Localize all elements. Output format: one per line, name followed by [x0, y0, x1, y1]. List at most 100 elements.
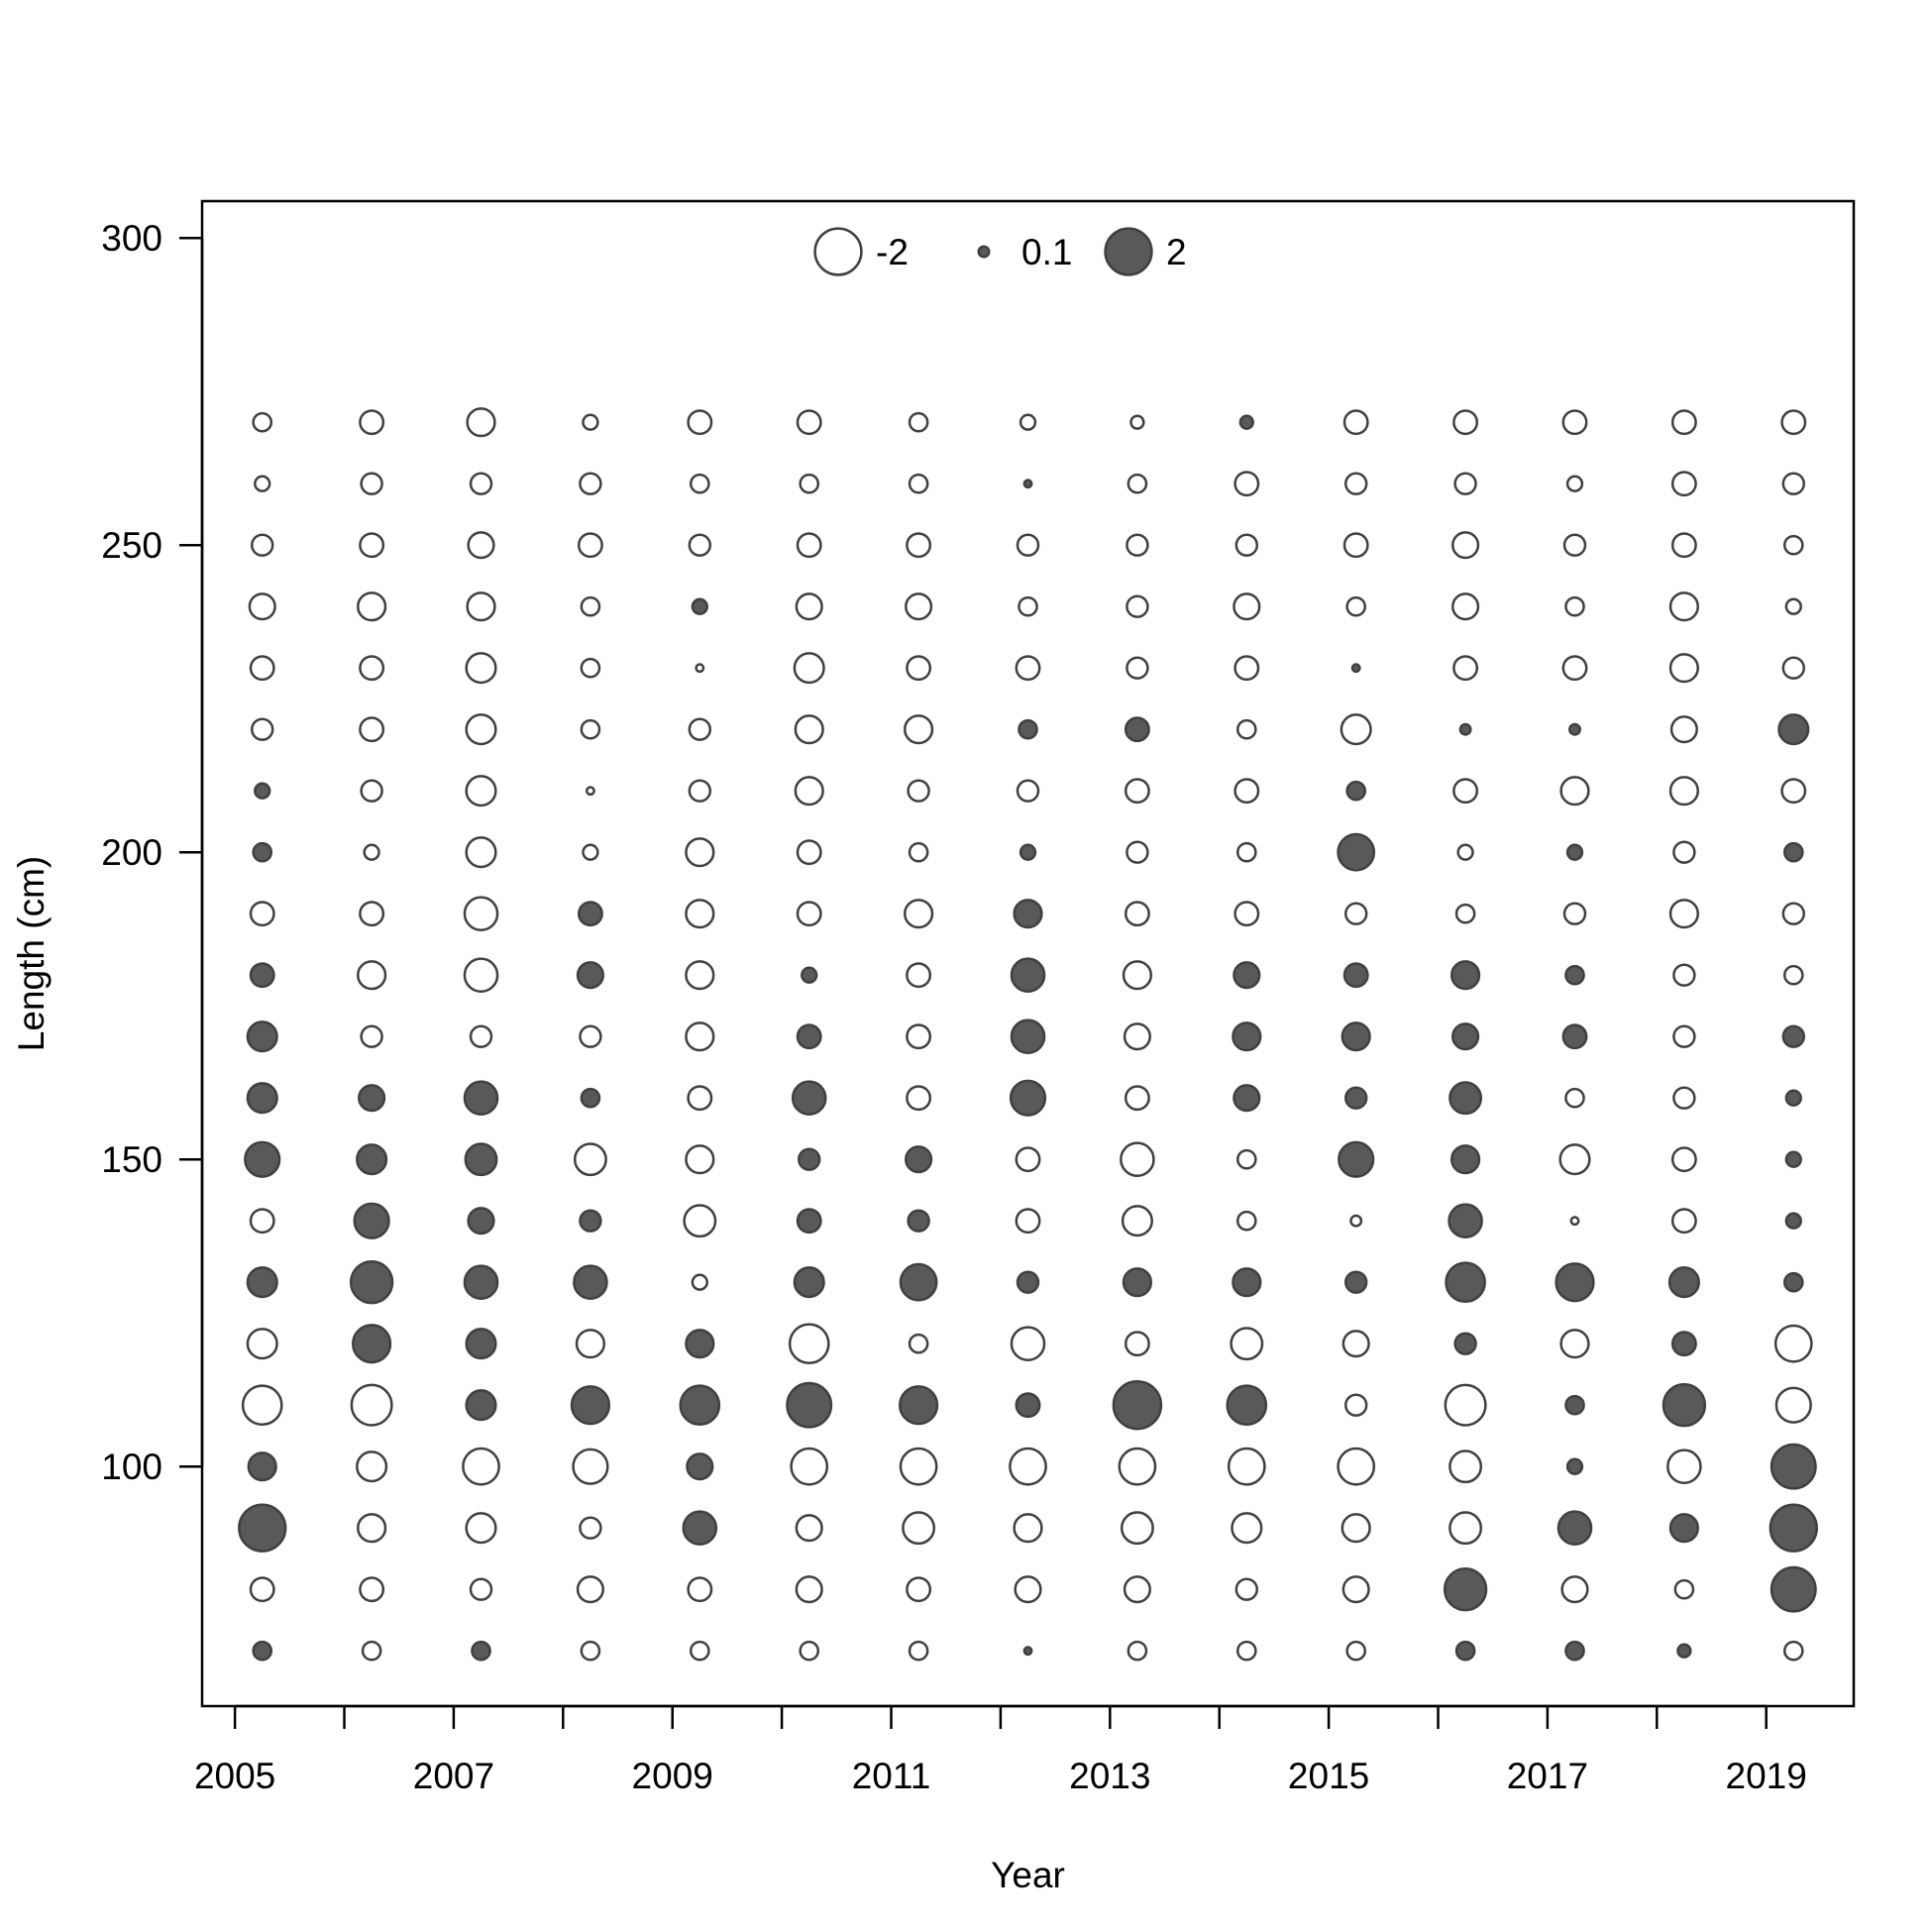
legend: -2 0.1 2 — [813, 227, 1187, 276]
bubble — [249, 655, 275, 682]
bubble — [1126, 533, 1149, 557]
bubble — [906, 1085, 932, 1112]
bubble — [579, 1024, 602, 1048]
x-tick-label: 2009 — [632, 1756, 713, 1796]
bubble — [1556, 1510, 1593, 1547]
bubble — [685, 1144, 715, 1175]
bubble — [1009, 1079, 1047, 1117]
bubble — [249, 1576, 275, 1603]
bubble — [1226, 1384, 1268, 1427]
legend-item: 2 — [1104, 227, 1187, 276]
bubble — [1342, 962, 1369, 989]
bubble — [796, 1023, 822, 1050]
bubble — [1337, 832, 1376, 872]
bubble — [577, 901, 603, 927]
bubble — [1770, 1565, 1817, 1613]
bubble — [246, 1082, 278, 1115]
bubble — [351, 1324, 392, 1364]
bubble — [1343, 1393, 1368, 1417]
bubble — [1670, 1331, 1697, 1357]
bubble — [687, 1576, 713, 1603]
bubble — [1564, 1087, 1585, 1109]
bubble — [573, 1142, 607, 1177]
bubble — [359, 532, 385, 559]
bubble — [469, 472, 493, 495]
bubble — [1781, 902, 1806, 925]
bubble — [795, 1575, 823, 1604]
bubble — [796, 1208, 822, 1234]
bubble — [1019, 843, 1037, 861]
bubble — [247, 1451, 277, 1482]
bubble — [463, 1264, 499, 1301]
bubble — [1124, 1085, 1150, 1112]
bubble — [1343, 1086, 1368, 1110]
bubble — [907, 1209, 930, 1233]
legend-label: 0.1 — [1021, 232, 1072, 272]
bubble — [359, 901, 385, 927]
bubble — [1234, 778, 1260, 805]
bubble — [679, 1384, 721, 1427]
bubble — [906, 1576, 932, 1603]
bubble — [1234, 1577, 1259, 1601]
bubble — [1662, 1383, 1707, 1428]
bubble — [1453, 1332, 1477, 1355]
bubble — [465, 713, 497, 746]
bubble — [908, 1333, 929, 1354]
bubble — [1126, 656, 1149, 680]
x-axis: 2005 2007 2009 2011 2013 2015 2017 2019 — [194, 1704, 1807, 1796]
bubble — [585, 786, 595, 797]
bubble — [576, 1575, 604, 1604]
bubble — [1445, 1261, 1486, 1304]
bubble — [1672, 1086, 1696, 1110]
bubble — [1235, 841, 1257, 863]
bubble — [1124, 716, 1150, 743]
bubble — [1232, 1021, 1262, 1052]
bubble — [254, 475, 271, 492]
x-tick-label: 2017 — [1507, 1756, 1588, 1796]
bubble — [1454, 1640, 1476, 1662]
bubble — [1781, 1024, 1806, 1048]
bubble — [1672, 1024, 1696, 1048]
bubble — [906, 962, 932, 989]
bubble — [1569, 1216, 1580, 1227]
bubble — [1773, 1324, 1813, 1363]
bubble — [689, 473, 710, 494]
bubble — [1668, 591, 1699, 622]
bubble — [906, 655, 932, 682]
bubble — [246, 1266, 278, 1299]
bubble — [1015, 655, 1041, 682]
bubble — [1562, 533, 1587, 557]
bubble — [1672, 840, 1696, 864]
bubble — [1124, 778, 1150, 805]
bubble — [903, 714, 934, 745]
bubble — [577, 532, 603, 559]
bubble — [791, 1080, 827, 1117]
bubble — [797, 1147, 821, 1171]
bubble — [1016, 779, 1040, 803]
bubble — [1449, 1449, 1483, 1484]
y-tick-label: 300 — [101, 218, 162, 259]
bubble — [1342, 1575, 1370, 1604]
bubble — [467, 1207, 495, 1235]
bubble — [575, 1329, 606, 1359]
bubble — [248, 592, 276, 621]
bubble — [1022, 1646, 1033, 1657]
bubble — [1782, 534, 1804, 556]
bubble — [349, 1260, 394, 1305]
bubble — [1670, 532, 1697, 559]
y-axis-label: Length (cm) — [11, 856, 52, 1051]
bubble — [582, 413, 599, 431]
bubble — [1452, 409, 1479, 436]
bubble — [799, 1640, 820, 1662]
bubble — [796, 901, 822, 927]
bubble — [795, 592, 823, 621]
bubble — [1009, 1447, 1047, 1486]
bubble — [579, 472, 602, 495]
bubble — [1782, 964, 1804, 986]
bubble — [1010, 1326, 1046, 1362]
bubble — [1342, 532, 1369, 559]
bubble — [576, 961, 604, 990]
bubble — [469, 1577, 493, 1601]
y-tick-label: 100 — [101, 1447, 162, 1487]
bubble — [801, 966, 818, 984]
